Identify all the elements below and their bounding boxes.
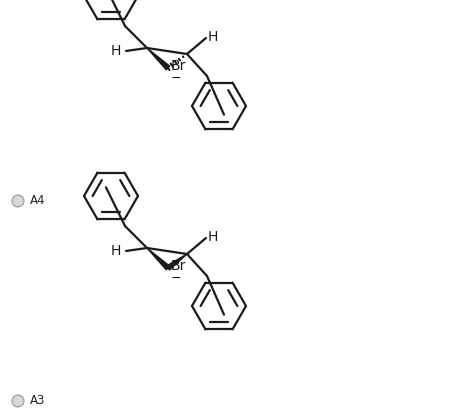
Text: Br: Br [171, 259, 186, 273]
Text: H: H [208, 230, 219, 244]
Polygon shape [147, 48, 170, 70]
Text: −: − [171, 72, 182, 84]
Text: H: H [110, 244, 121, 258]
Text: −: − [171, 272, 182, 285]
Text: H: H [208, 30, 219, 44]
Circle shape [12, 395, 24, 407]
Text: Br: Br [171, 59, 186, 73]
Text: A3: A3 [30, 394, 46, 408]
Text: H: H [110, 44, 121, 58]
Polygon shape [166, 254, 187, 270]
Polygon shape [147, 248, 170, 270]
Text: A4: A4 [30, 195, 46, 208]
Circle shape [12, 195, 24, 207]
